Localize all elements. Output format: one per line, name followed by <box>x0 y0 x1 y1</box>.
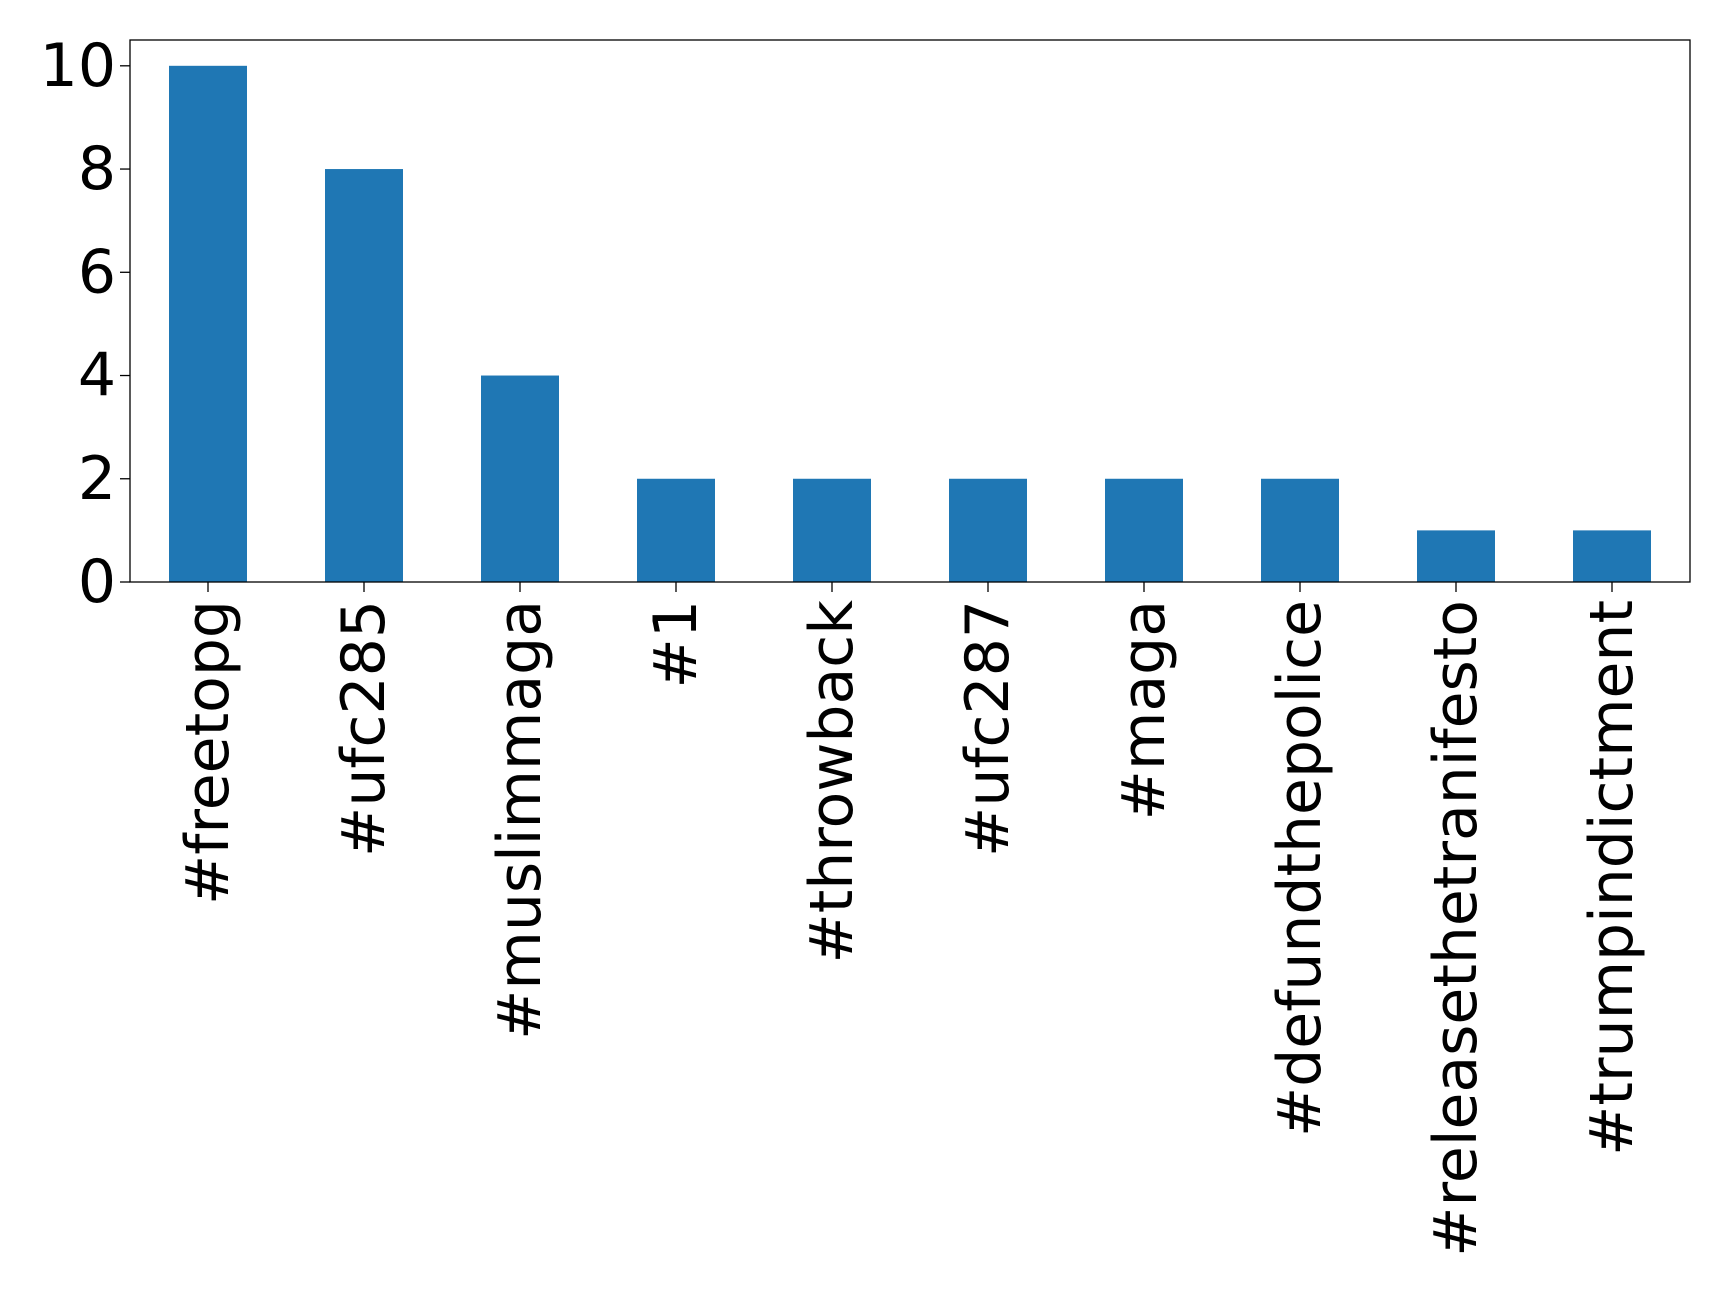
x-tick-label-9: #trumpindictment <box>1577 600 1647 1156</box>
x-tick-label-4: #throwback <box>797 600 867 964</box>
x-tick-label-8: #releasethetranifesto <box>1421 600 1491 1257</box>
y-tick-label-0: 0 <box>78 547 116 617</box>
plot-frame <box>129 39 1691 583</box>
bar-0 <box>169 65 247 583</box>
y-axis: 0 2 4 6 8 10 <box>40 31 130 617</box>
x-tick-label-6: #maga <box>1109 600 1179 820</box>
x-tick-label-5: #ufc287 <box>953 600 1023 857</box>
x-tick-label-2: #muslimmaga <box>485 600 555 1040</box>
bar-8 <box>1417 530 1495 582</box>
bar-9 <box>1573 530 1651 582</box>
x-tick-label-3: #1 <box>641 600 711 688</box>
y-tick-label-4: 8 <box>78 134 116 204</box>
bar-5 <box>949 478 1027 582</box>
bar-1 <box>325 169 403 583</box>
y-tick-label-1: 2 <box>78 444 116 514</box>
x-tick-label-7: #defundthepolice <box>1265 600 1335 1137</box>
x-tick-label-0: #freetopg <box>173 600 243 905</box>
y-tick-label-3: 6 <box>78 237 116 307</box>
bar-6 <box>1105 478 1183 582</box>
bars-layer <box>169 65 1651 583</box>
bar-4 <box>793 478 871 582</box>
y-tick-label-2: 4 <box>78 341 116 411</box>
x-tick-label-1: #ufc285 <box>329 600 399 857</box>
bar-2 <box>481 375 559 582</box>
x-axis: #freetopg #ufc285 #muslimmaga #1 #throwback #… <box>173 582 1647 1257</box>
bar-3 <box>637 478 715 582</box>
y-tick-label-5: 10 <box>40 31 116 101</box>
bar-7 <box>1261 478 1339 582</box>
